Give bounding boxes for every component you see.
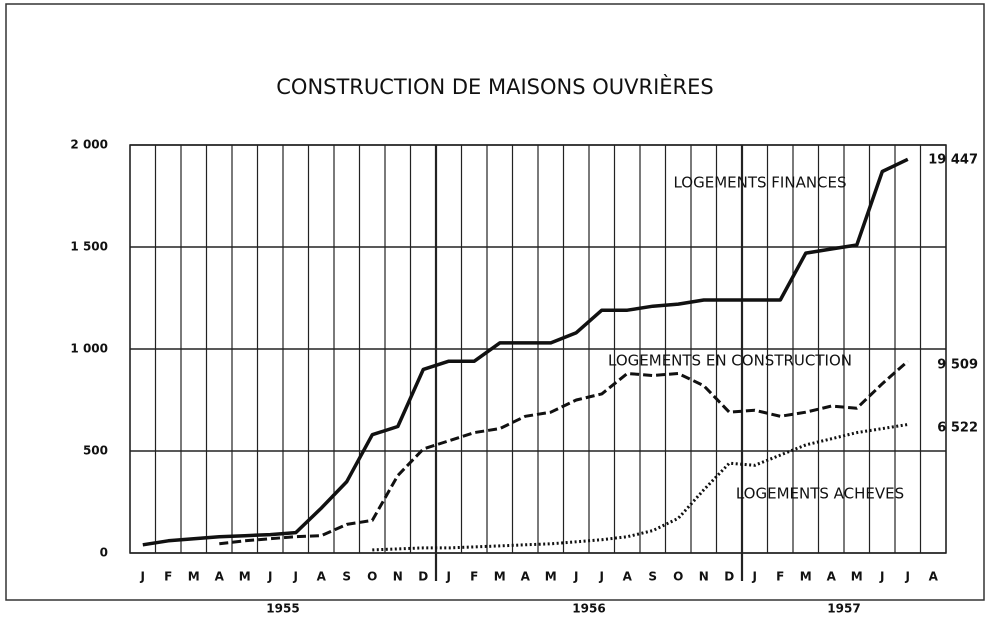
- series-line: [372, 423, 909, 552]
- x-tick-label: A: [215, 570, 225, 584]
- x-tick-label: J: [879, 570, 884, 584]
- x-tick-label: J: [599, 570, 604, 584]
- y-tick-label: 2 000: [70, 138, 108, 152]
- y-tick-label: 1 000: [70, 342, 108, 356]
- end-label: 6 522: [937, 421, 978, 436]
- x-tick-label: A: [521, 570, 531, 584]
- x-tick-label: F: [164, 570, 172, 584]
- x-tick-label: F: [470, 570, 478, 584]
- x-tick-label: F: [776, 570, 784, 584]
- x-tick-label: D: [418, 570, 428, 584]
- x-tick-label: S: [342, 570, 351, 584]
- x-tick-label: M: [188, 570, 200, 584]
- x-tick-label: D: [724, 570, 734, 584]
- x-tick-label: N: [393, 570, 403, 584]
- year-label: 1955: [266, 602, 299, 616]
- series-label: LOGEMENTS EN CONSTRUCTION: [608, 352, 852, 370]
- x-tick-label: M: [851, 570, 863, 584]
- x-tick-label: J: [267, 570, 272, 584]
- y-tick-label: 0: [100, 546, 108, 560]
- x-tick-label: N: [699, 570, 709, 584]
- x-tick-label: M: [494, 570, 506, 584]
- x-tick-label: O: [673, 570, 683, 584]
- x-tick-label: M: [800, 570, 812, 584]
- x-tick-label: S: [648, 570, 657, 584]
- x-tick-label: M: [239, 570, 251, 584]
- frame: [5, 3, 985, 601]
- year-label: 1957: [827, 602, 860, 616]
- x-tick-label: A: [929, 570, 939, 584]
- x-tick-label: J: [446, 570, 451, 584]
- series-line: [142, 157, 909, 547]
- x-tick-label: M: [545, 570, 557, 584]
- plot-border: [129, 144, 947, 554]
- x-tick-label: J: [752, 570, 757, 584]
- x-tick-label: A: [623, 570, 633, 584]
- x-tick-label: A: [827, 570, 837, 584]
- end-label: 9 509: [937, 358, 978, 373]
- series-label: LOGEMENTS ACHEVES: [736, 485, 904, 503]
- x-tick-label: J: [293, 570, 298, 584]
- x-tick-label: A: [317, 570, 327, 584]
- x-tick-label: J: [573, 570, 578, 584]
- year-label: 1956: [572, 602, 605, 616]
- end-label: 19 447: [928, 153, 978, 168]
- chart-title: CONSTRUCTION DE MAISONS OUVRIÈRES: [276, 74, 714, 99]
- series-label: LOGEMENTS FINANCES: [673, 174, 846, 192]
- x-tick-label: O: [367, 570, 377, 584]
- series-line: [219, 360, 909, 546]
- x-tick-label: J: [905, 570, 910, 584]
- y-tick-label: 1 500: [70, 240, 108, 254]
- x-tick-label: J: [140, 570, 145, 584]
- y-tick-label: 500: [83, 444, 108, 458]
